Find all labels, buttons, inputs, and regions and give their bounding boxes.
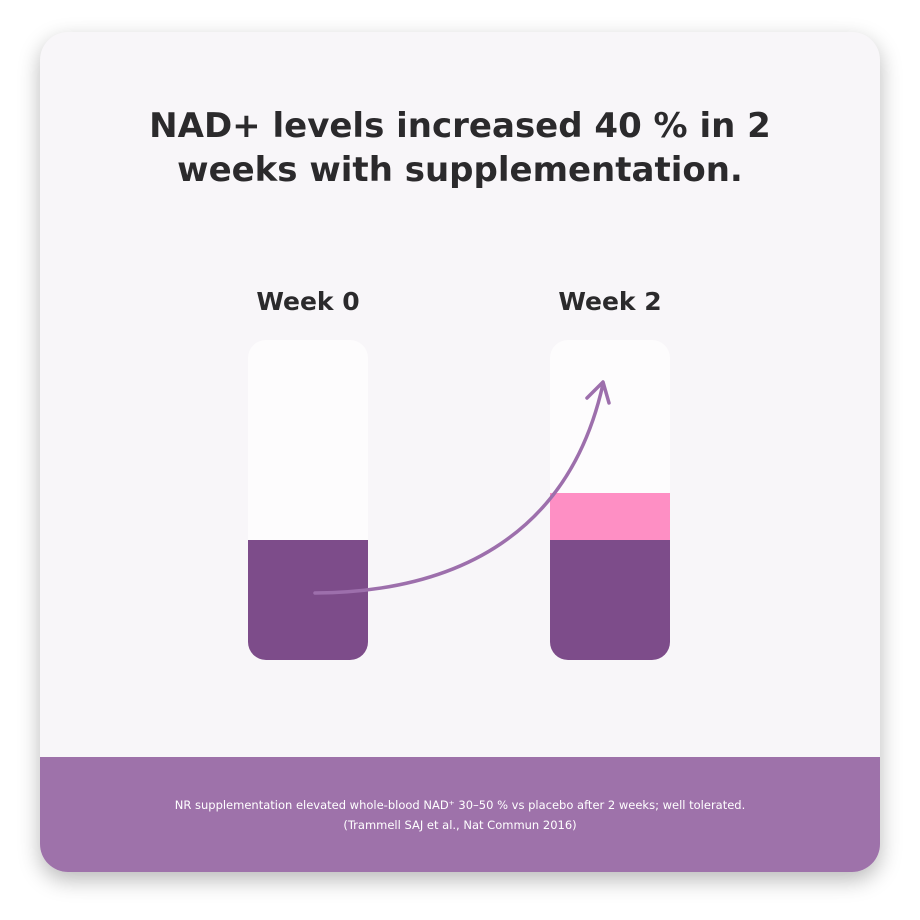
column-label: Week 0 [256, 287, 360, 316]
footer: NR supplementation elevated whole-blood … [40, 757, 880, 872]
column-label: Week 2 [558, 287, 662, 316]
arrow [313, 382, 605, 595]
increase-fill [550, 493, 670, 540]
card: NAD+ levels increased 40 % in 2 weeks wi… [40, 32, 880, 872]
tube [550, 340, 670, 660]
illustration [248, 340, 670, 660]
tube [248, 340, 368, 660]
footnote: NR supplementation elevated whole-blood … [174, 798, 746, 812]
title: NAD+ levels increased 40 % in 2 weeks wi… [149, 106, 771, 190]
baseline-fill [550, 540, 670, 660]
arrow-head [585, 380, 611, 405]
baseline-fill [248, 540, 368, 660]
citation: (Trammell SAJ et al., Nat Commun 2016) [343, 818, 577, 832]
